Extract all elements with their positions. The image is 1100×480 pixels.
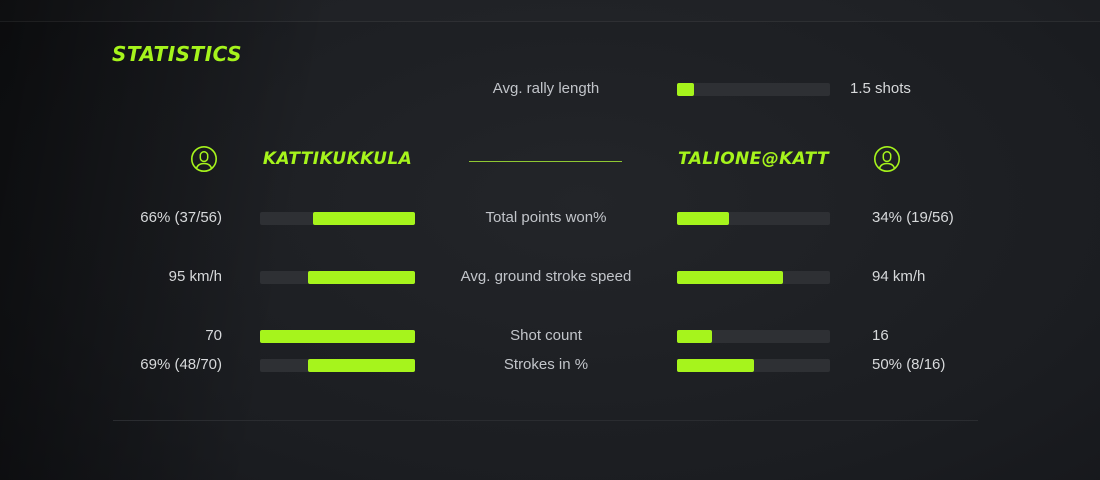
stat-left-bar-fill: [260, 330, 415, 343]
stat-right-bar: [677, 271, 830, 284]
players-center-divider: [469, 161, 622, 162]
rally-length-bar: [677, 83, 830, 96]
stat-label: Avg. ground stroke speed: [460, 268, 632, 285]
top-divider-strip: [0, 0, 1100, 22]
stat-right-bar-fill: [677, 359, 754, 372]
player-right-icon person-icon: [873, 145, 901, 173]
stat-right-value: 94 km/h: [872, 268, 926, 285]
stat-left-bar: [260, 330, 415, 343]
rally-length-label: Avg. rally length: [492, 80, 600, 97]
page-title: STATISTICS: [112, 42, 242, 66]
player-right-name: TALIONE@KATT: [678, 149, 829, 169]
stat-left-bar: [260, 359, 415, 372]
stat-right-value: 16: [872, 327, 889, 344]
stat-right-bar-fill: [677, 330, 713, 343]
stat-left-value: 66% (37/56): [140, 209, 222, 226]
bottom-divider: [113, 420, 978, 421]
stat-right-bar: [677, 212, 830, 225]
stat-left-bar-fill: [308, 271, 415, 284]
stat-right-value: 34% (19/56): [872, 209, 954, 226]
rally-length-value: 1.5 shots: [850, 80, 911, 97]
stat-label: Shot count: [510, 327, 582, 344]
player-left-name: KATTIKUKKULA: [262, 149, 413, 169]
stat-right-bar: [677, 359, 830, 372]
stat-left-bar: [260, 271, 415, 284]
stat-left-bar-fill: [312, 212, 415, 225]
stat-right-value: 50% (8/16): [872, 356, 946, 373]
stat-left-value: 70: [205, 327, 222, 344]
stat-left-value: 69% (48/70): [140, 356, 222, 373]
stat-left-bar: [260, 212, 415, 225]
stat-left-value: 95 km/h: [168, 268, 222, 285]
stat-right-bar-fill: [677, 271, 783, 284]
player-left-icon person-icon: [190, 145, 218, 173]
stat-left-bar-fill: [308, 359, 415, 372]
stat-label: Total points won%: [485, 209, 607, 226]
stat-right-bar: [677, 330, 830, 343]
rally-length-bar-fill: [677, 83, 694, 96]
stat-right-bar-fill: [677, 212, 730, 225]
stat-label: Strokes in %: [503, 356, 589, 373]
